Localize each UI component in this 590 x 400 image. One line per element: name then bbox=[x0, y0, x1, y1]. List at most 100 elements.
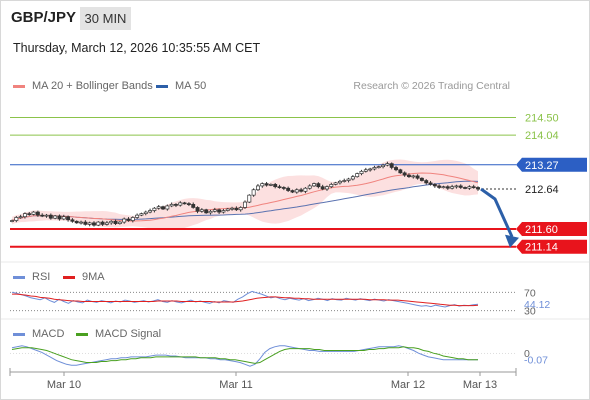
macd-signal-line bbox=[11, 346, 478, 364]
candle-body bbox=[398, 169, 403, 174]
candle-body bbox=[385, 163, 390, 166]
candle-body bbox=[372, 167, 377, 170]
x-tick-label-2: Mar 12 bbox=[391, 379, 425, 391]
rsi-legend-rsi: RSI bbox=[13, 271, 50, 283]
rsi-tick-1: 44.12 bbox=[524, 299, 550, 311]
candle-body bbox=[376, 166, 381, 169]
candle-body bbox=[174, 204, 178, 206]
candle-body bbox=[368, 168, 373, 171]
candle-body bbox=[402, 172, 407, 176]
rsi-tick-0: 70 bbox=[524, 287, 536, 299]
x-tick-label-3: Mar 13 bbox=[463, 379, 497, 391]
candle-body bbox=[87, 222, 92, 225]
candle-body bbox=[476, 187, 480, 190]
candle-body bbox=[337, 180, 342, 184]
candle-body bbox=[104, 222, 109, 225]
price-tag-211-14 bbox=[516, 239, 587, 254]
candle-body bbox=[53, 215, 58, 219]
candle-body bbox=[178, 202, 183, 206]
candle-body bbox=[286, 187, 291, 191]
rsi-ma-legend-label: 9MA bbox=[82, 271, 105, 283]
symbol-title: GBP/JPY bbox=[11, 9, 77, 26]
candle-body bbox=[100, 221, 105, 225]
price-label-214-50: 214.50 bbox=[525, 112, 559, 124]
candle-body bbox=[204, 209, 209, 214]
candle-body bbox=[454, 185, 459, 188]
candle-body bbox=[432, 184, 437, 187]
candle-body bbox=[217, 209, 222, 213]
ma50-swatch bbox=[156, 84, 168, 88]
candle-body bbox=[169, 204, 174, 207]
candle-body bbox=[57, 215, 62, 220]
candle-body bbox=[428, 182, 433, 185]
candle-body bbox=[243, 201, 247, 208]
candle-body bbox=[156, 206, 161, 209]
candle-body bbox=[389, 163, 394, 168]
price-label-211-60: 211.60 bbox=[525, 224, 558, 236]
bollinger-bands bbox=[12, 159, 478, 231]
rsi-ma-swatch bbox=[63, 275, 75, 279]
candle-body bbox=[419, 177, 424, 181]
candle-body bbox=[467, 186, 472, 189]
candle-body bbox=[126, 218, 131, 221]
price-tags: 214.50 214.04 213.27 212.64 211.60 211.14 bbox=[516, 112, 587, 254]
candle-body bbox=[113, 220, 118, 224]
candle-body bbox=[463, 187, 468, 189]
macd-swatch bbox=[13, 332, 25, 336]
candle-body bbox=[411, 175, 416, 178]
macd-legend-label: MACD bbox=[32, 328, 65, 340]
price-tag-213-27 bbox=[516, 157, 587, 172]
candle-body bbox=[255, 185, 260, 191]
candle-body bbox=[79, 221, 83, 224]
candle-body bbox=[27, 213, 32, 215]
candle-body bbox=[333, 182, 338, 185]
rsi-line bbox=[11, 290, 479, 308]
timeframe-button[interactable]: 30 MIN bbox=[80, 7, 131, 30]
candle-body bbox=[22, 213, 27, 218]
candlesticks bbox=[10, 161, 480, 227]
candle-body bbox=[66, 216, 71, 221]
macd-signal-legend-label: MACD Signal bbox=[95, 328, 162, 340]
candle-body bbox=[92, 222, 96, 226]
candle-body bbox=[238, 207, 243, 211]
bollinger-band-fill bbox=[12, 159, 478, 231]
candle-body bbox=[450, 186, 455, 189]
candle-body bbox=[40, 214, 45, 217]
x-tick-label-1: Mar 11 bbox=[219, 379, 252, 391]
candle-body bbox=[312, 183, 316, 187]
candle-body bbox=[109, 220, 114, 224]
candle-body bbox=[437, 185, 442, 188]
candle-body bbox=[152, 207, 157, 211]
macd-legend-macd: MACD bbox=[13, 328, 64, 340]
main-legend-ma50: MA 50 bbox=[156, 80, 206, 92]
candle-body bbox=[230, 207, 235, 210]
candle-body bbox=[191, 204, 196, 208]
candle-body bbox=[212, 209, 217, 212]
macd-panel: 0-0.07 bbox=[10, 345, 548, 367]
candle-body bbox=[268, 184, 273, 186]
price-label-211-14: 211.14 bbox=[525, 242, 558, 254]
candle-body bbox=[303, 187, 308, 192]
candle-body bbox=[18, 216, 23, 219]
rsi-swatch bbox=[13, 275, 25, 279]
candle-body bbox=[458, 185, 463, 188]
candle-body bbox=[139, 213, 144, 216]
candle-body bbox=[10, 220, 14, 222]
candle-body bbox=[182, 202, 187, 205]
candle-body bbox=[359, 170, 364, 174]
candle-body bbox=[148, 210, 153, 213]
price-tag-211-60 bbox=[516, 222, 587, 236]
rsi-9ma-line bbox=[12, 293, 479, 307]
candle-body bbox=[14, 217, 19, 221]
candle-body bbox=[329, 184, 334, 188]
candle-body bbox=[135, 214, 140, 218]
candle-body bbox=[221, 210, 226, 213]
x-axis: Mar 10 Mar 11 Mar 12 Mar 13 bbox=[9, 368, 517, 391]
candle-body bbox=[415, 175, 420, 179]
candle-body bbox=[424, 180, 429, 184]
price-label-last: 212.64 bbox=[525, 184, 559, 196]
candle-body bbox=[83, 221, 88, 225]
candle-body bbox=[143, 211, 148, 214]
candle-body bbox=[350, 176, 355, 180]
